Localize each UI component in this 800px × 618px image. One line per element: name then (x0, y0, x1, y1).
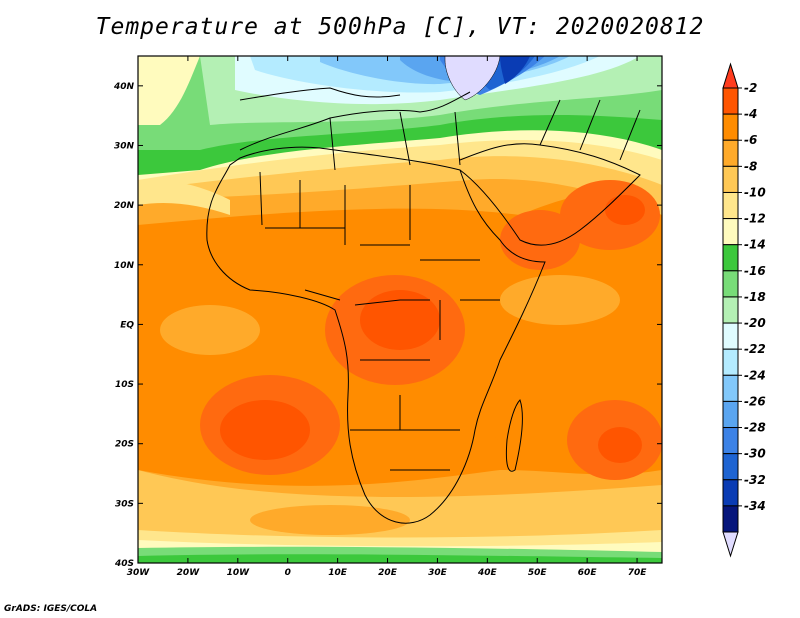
lon-tick-label: 10W (227, 568, 251, 578)
lon-tick-label: 0 (285, 568, 291, 578)
lat-tick-label: 30N (114, 141, 135, 151)
lat-tick-label: 20S (115, 440, 134, 450)
colorbar-swatch (722, 244, 739, 272)
colorbar-legend: -2 -4 -6 -8 -10 -12 -14 -16 -18 -20 -22 -24 -26 -28 -3… (722, 62, 766, 558)
colorbar-swatch (722, 191, 739, 220)
colorbar-label: -22 (744, 342, 766, 356)
latitude-axis: 40N 30N 20N 10N EQ 10S 20S 30S 40S (113, 82, 662, 569)
plot-frame (137, 55, 663, 564)
colorbar-swatch (722, 218, 739, 246)
colorbar-label: -8 (744, 159, 757, 173)
lon-tick-label: 20E (378, 568, 398, 578)
colorbar-label: -10 (744, 185, 766, 199)
page-title: Temperature at 500hPa [C], VT: 202002081… (95, 14, 705, 40)
colorbar-top-arrow (722, 62, 739, 89)
colorbar-swatch (722, 165, 739, 193)
colorbar-label: -18 (744, 290, 766, 304)
colorbar-swatch (722, 479, 739, 507)
colorbar-swatch (722, 348, 739, 376)
lon-tick-label: 70E (628, 568, 648, 578)
temperature-field (138, 56, 662, 563)
colorbar-swatch (722, 87, 739, 115)
lon-tick-label: 40E (477, 568, 498, 578)
colorbar-label: -32 (744, 473, 766, 487)
colorbar-label: -30 (744, 447, 766, 461)
lon-tick-label: 60E (578, 568, 598, 578)
colorbar-swatch (722, 322, 739, 350)
colorbar-label: -2 (744, 81, 757, 95)
colorbar-swatch (722, 453, 739, 481)
colorbar-bottom-arrow (722, 531, 739, 558)
colorbar-label: -34 (744, 499, 766, 513)
lat-tick-label: 10S (115, 380, 134, 390)
lat-tick-label: 40N (113, 82, 135, 92)
lon-tick-label: 30W (127, 568, 151, 578)
lat-tick-label: 10N (114, 261, 135, 271)
colorbar-swatch (722, 296, 739, 324)
colorbar-label: -16 (744, 264, 766, 278)
colorbar-swatch (722, 427, 739, 455)
colorbar-label: -24 (744, 368, 766, 382)
lat-tick-label: 30S (115, 499, 134, 509)
colorbar-label: -14 (744, 238, 766, 252)
colorbar-swatch (722, 113, 739, 141)
colorbar-label: -4 (744, 107, 757, 121)
lon-tick-label: 20W (177, 568, 201, 578)
colorbar-label: -26 (744, 394, 766, 408)
colorbar-label: -28 (744, 421, 766, 435)
colorbar-swatch (722, 139, 739, 167)
colorbar-swatch (722, 505, 739, 533)
longitude-axis: 30W 20W 10W 0 10E 20E 30E 40E 50E 60E 70E (127, 56, 647, 578)
colorbar-label: -12 (744, 212, 766, 226)
colorbar-swatch (722, 374, 739, 402)
lat-tick-label: 20N (114, 201, 135, 211)
credit-text: GrADS: IGES/COLA (4, 604, 98, 614)
lat-tick-label: 40S (114, 559, 134, 569)
lat-tick-label: EQ (120, 320, 134, 330)
lon-tick-label: 30E (428, 568, 448, 578)
colorbar-label: -20 (744, 316, 766, 330)
coastlines (206, 87, 641, 524)
colorbar-swatch (722, 400, 739, 429)
lon-tick-label: 50E (528, 568, 548, 578)
colorbar-label: -6 (744, 133, 757, 147)
lon-tick-label: 10E (328, 568, 348, 578)
colorbar-swatch (722, 270, 739, 298)
